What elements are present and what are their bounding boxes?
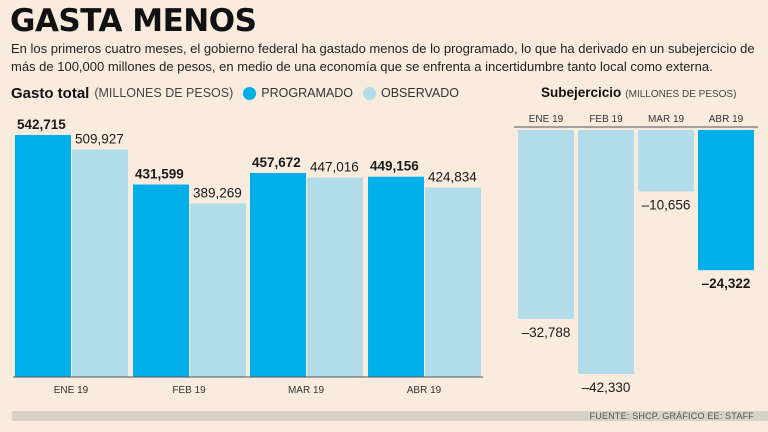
bar-observado-ene-19: [72, 149, 128, 377]
bar-programado-ene-19: [15, 135, 71, 377]
legend-observado-label: OBSERVADO: [380, 86, 460, 100]
legend-observado: OBSERVADO: [362, 86, 460, 100]
x-tick-abr-19: ABR 19: [407, 385, 442, 396]
legend-observado-dot: [362, 86, 376, 100]
gasto-total-title: Gasto total: [11, 84, 90, 102]
legend-programado-dot: [243, 86, 257, 100]
bar-programado-mar-19: [250, 172, 306, 377]
bar-observado-mar-19: [307, 177, 363, 377]
value-label-programado-mar-19: 457,672: [252, 155, 301, 170]
bar-observado-abr-19: [425, 187, 481, 377]
value-label-programado-abr-19: 449,156: [370, 159, 419, 174]
source-note: FUENTE: SHCP. GRÁFICO EE: STAFF: [589, 411, 754, 421]
bar-subejercicio-ene-19: [518, 130, 574, 319]
subejercicio-units: (MILLONES DE PESOS): [625, 89, 737, 100]
x-tick-subejercicio-ene-19: ENE 19: [529, 114, 564, 125]
x-tick-subejercicio-feb-19: FEB 19: [589, 114, 623, 125]
value-label-subejercicio-ene-19: –32,788: [522, 325, 571, 340]
footer-bar: [12, 411, 768, 421]
value-label-subejercicio-mar-19: –10,656: [642, 197, 691, 212]
subejercicio-title: Subejercicio: [541, 85, 622, 100]
bar-subejercicio-mar-19: [638, 130, 694, 192]
legend-programado-label: PROGRAMADO: [261, 86, 353, 100]
bar-programado-abr-19: [368, 176, 424, 377]
subejercicio-header: Subejercicio (MILLONES DE PESOS): [541, 85, 736, 100]
bar-subejercicio-abr-19: [698, 130, 754, 271]
gasto-total-units: (MILLONES DE PESOS): [94, 86, 234, 100]
bar-observado-feb-19: [190, 203, 246, 377]
chart-title: GASTA MENOS: [10, 3, 257, 39]
value-label-programado-feb-19: 431,599: [135, 167, 184, 182]
x-tick-subejercicio-abr-19: ABR 19: [709, 114, 744, 125]
bar-subejercicio-feb-19: [578, 130, 634, 374]
value-label-observado-feb-19: 389,269: [193, 185, 242, 200]
value-label-programado-ene-19: 542,715: [17, 117, 66, 132]
x-tick-mar-19: MAR 19: [288, 385, 325, 396]
bar-programado-feb-19: [133, 184, 189, 377]
legend-programado: PROGRAMADO: [243, 86, 353, 100]
x-tick-feb-19: FEB 19: [172, 385, 206, 396]
chart-subtitle: En los primeros cuatro meses, el gobiern…: [11, 41, 755, 74]
x-tick-subejercicio-mar-19: MAR 19: [648, 114, 685, 125]
value-label-observado-ene-19: 509,927: [75, 132, 124, 147]
value-label-subejercicio-feb-19: –42,330: [582, 380, 631, 395]
value-label-observado-mar-19: 447,016: [310, 160, 359, 175]
value-label-subejercicio-abr-19: –24,322: [702, 276, 751, 291]
gasto-total-header: Gasto total (MILLONES DE PESOS) PROGRAMA…: [11, 83, 459, 103]
x-tick-ene-19: ENE 19: [54, 385, 89, 396]
value-label-observado-abr-19: 424,834: [428, 170, 477, 185]
